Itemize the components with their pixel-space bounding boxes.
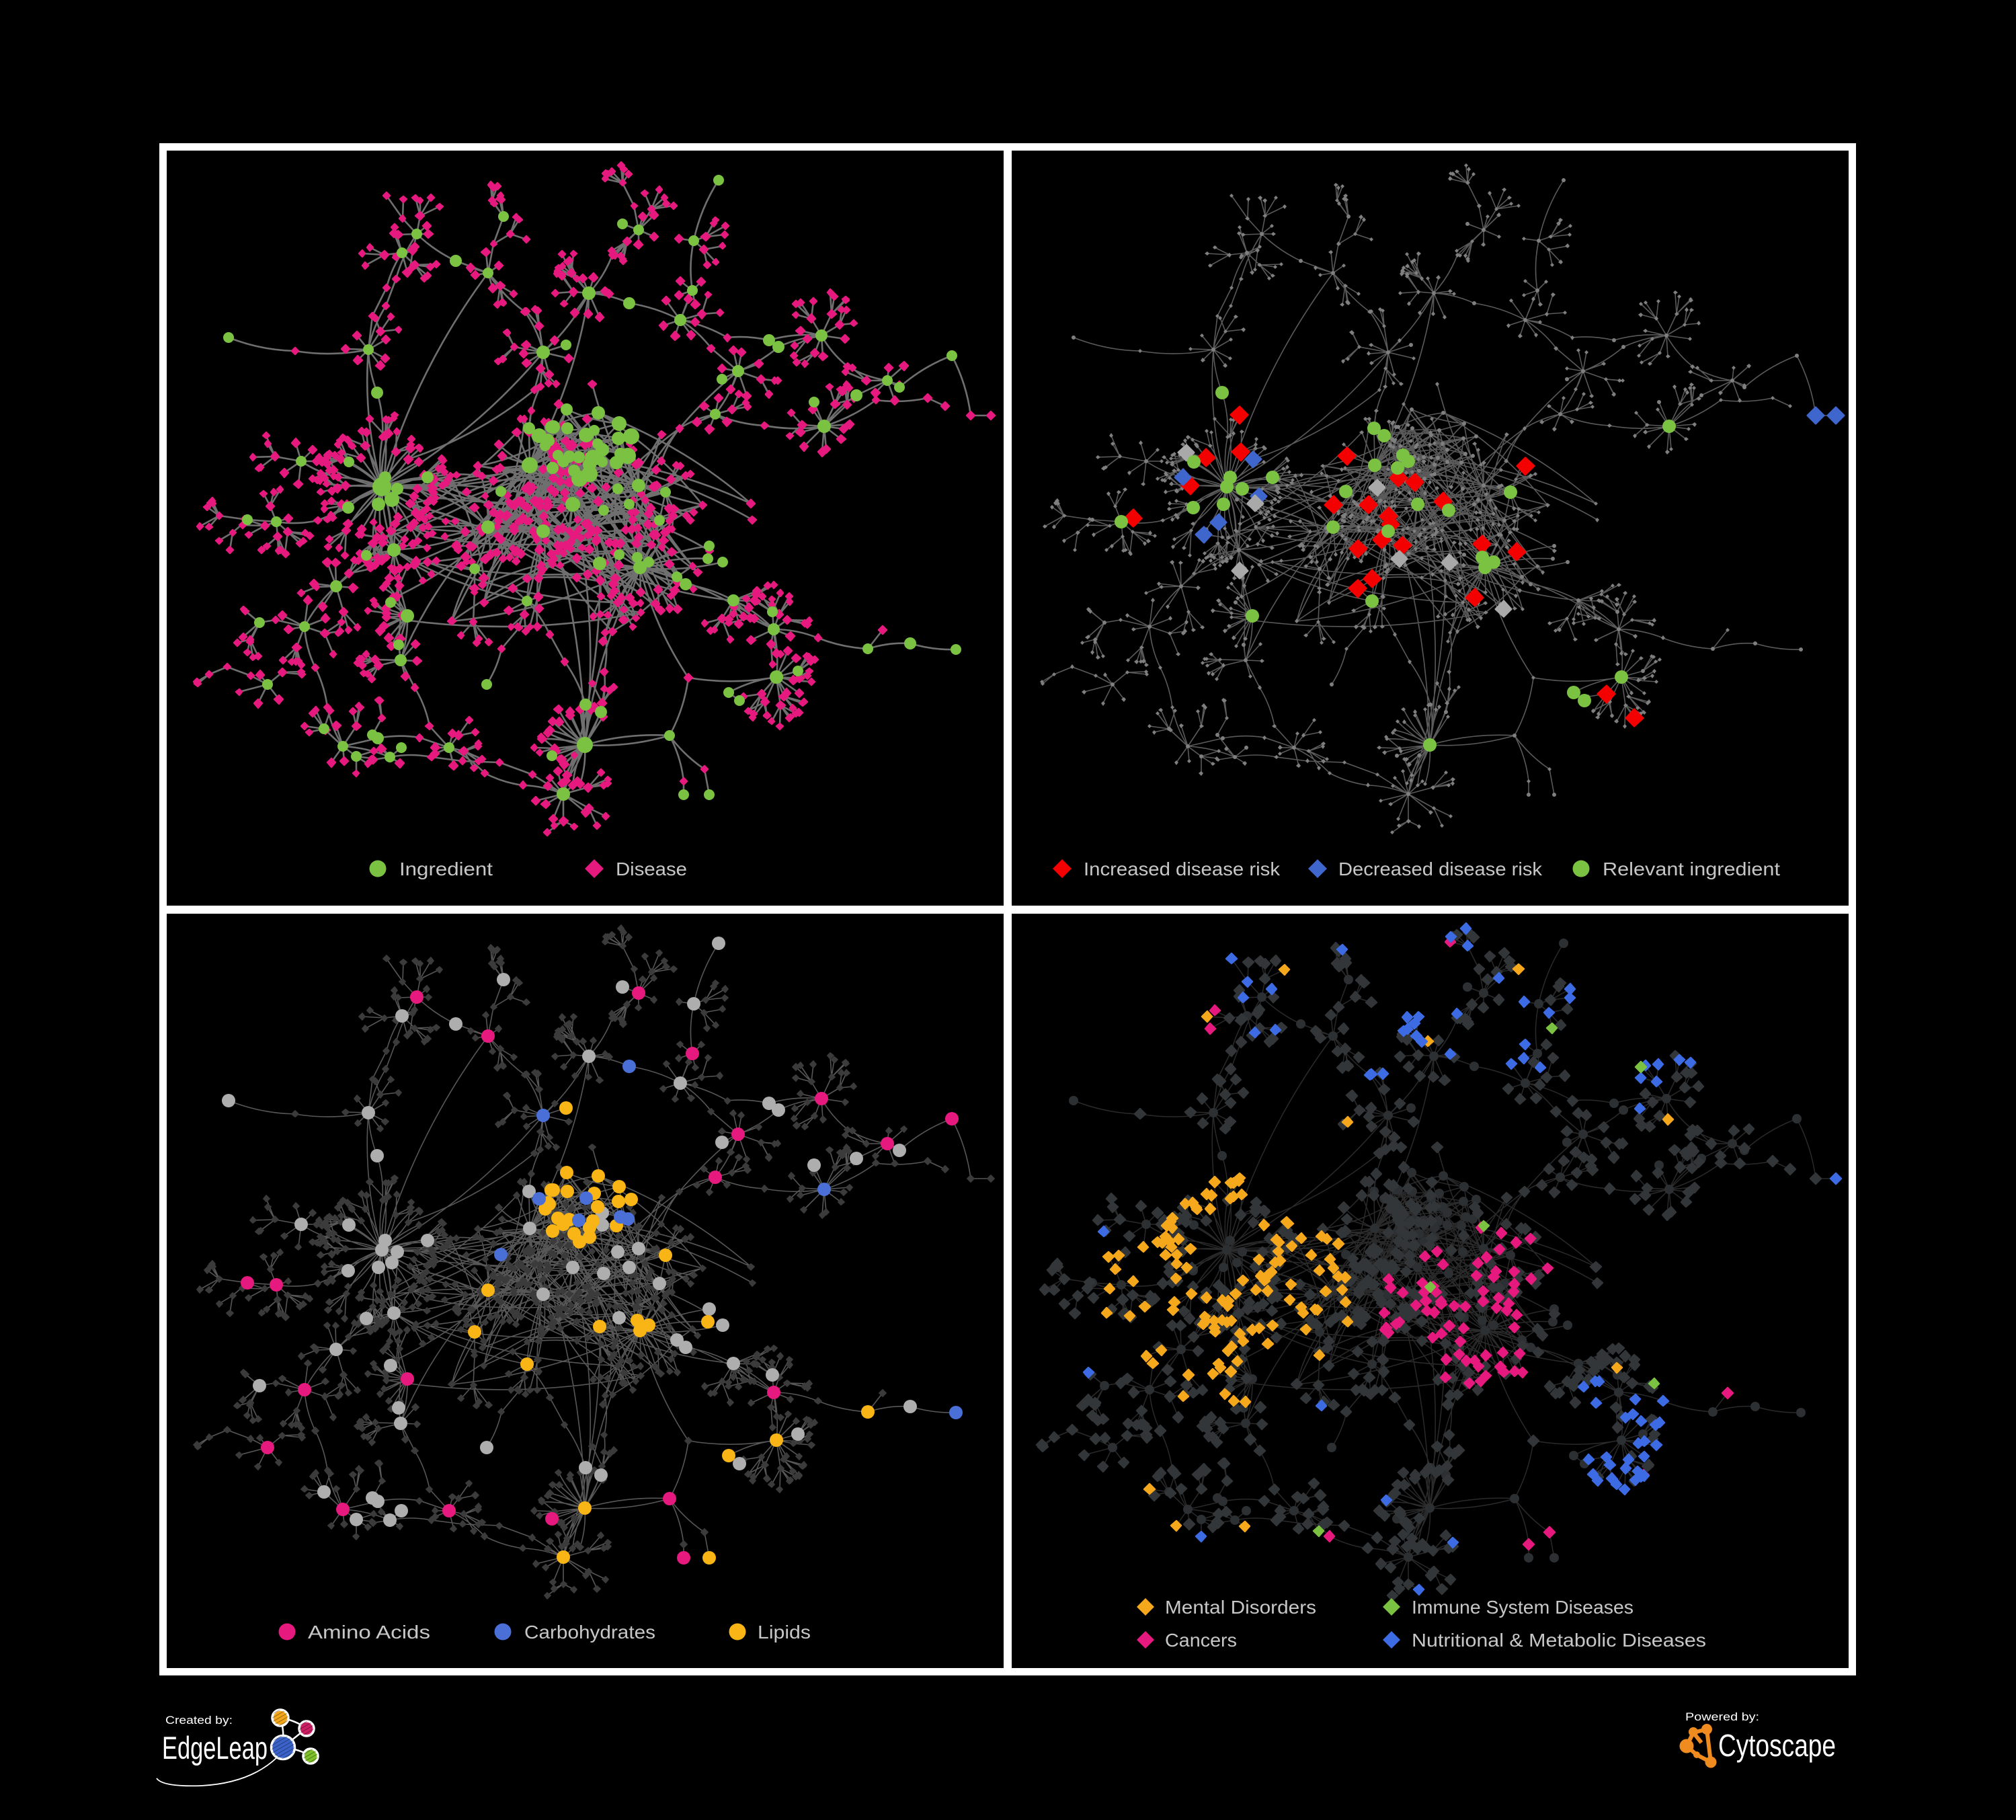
svg-text:Cancers: Cancers xyxy=(1165,1630,1237,1651)
svg-text:Cytoscape: Cytoscape xyxy=(1718,1728,1836,1763)
svg-text:Increased disease risk: Increased disease risk xyxy=(1084,859,1281,879)
svg-text:Created by:: Created by: xyxy=(165,1714,233,1727)
svg-text:EdgeLeap: EdgeLeap xyxy=(162,1730,268,1766)
svg-text:Relevant ingredient: Relevant ingredient xyxy=(1603,859,1780,879)
svg-text:Mental Disorders: Mental Disorders xyxy=(1165,1597,1316,1618)
svg-text:Disease: Disease xyxy=(616,859,687,879)
svg-text:Lipids: Lipids xyxy=(758,1622,811,1643)
svg-text:Amino Acids: Amino Acids xyxy=(308,1622,430,1643)
svg-text:Powered by:: Powered by: xyxy=(1685,1710,1759,1723)
svg-text:Decreased disease risk: Decreased disease risk xyxy=(1338,859,1543,879)
svg-text:Immune System Diseases: Immune System Diseases xyxy=(1412,1597,1634,1618)
svg-text:Ingredient: Ingredient xyxy=(399,859,493,879)
svg-text:Carbohydrates: Carbohydrates xyxy=(524,1622,655,1643)
svg-text:Nutritional & Metabolic Diseas: Nutritional & Metabolic Diseases xyxy=(1412,1630,1706,1651)
